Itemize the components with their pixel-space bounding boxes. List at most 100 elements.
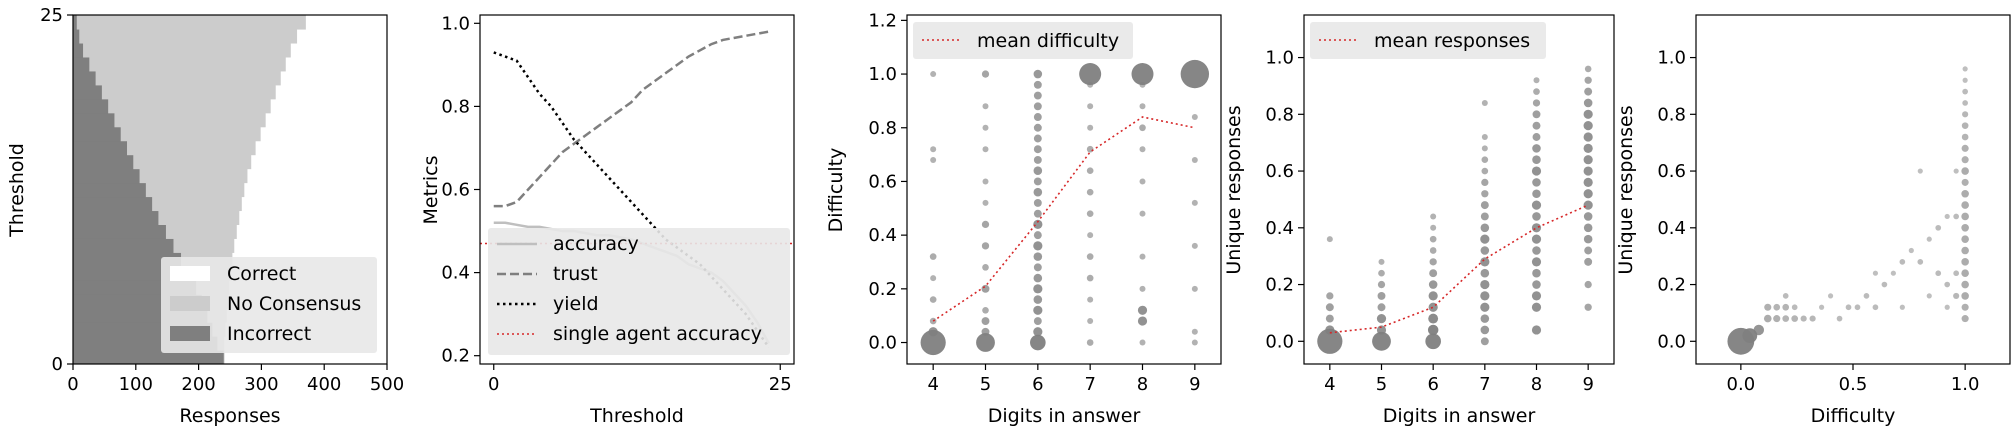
axis-ticks: 0 25 0.2 0.4 0.6 0.8 1.0 xyxy=(441,13,791,395)
scatter-point xyxy=(981,284,990,293)
scatter-point xyxy=(1532,268,1541,278)
x-tick-label: 0 xyxy=(488,374,499,395)
y-tick-label: 0.2 xyxy=(1265,275,1294,296)
scatter-point xyxy=(1033,219,1043,229)
x-tick-label: 300 xyxy=(244,374,278,395)
axis-ticks: 4 5 6 7 8 9 0.0 0.2 0.4 0.6 0.8 1.0 xyxy=(1265,48,1594,395)
no-consensus-band xyxy=(108,98,271,114)
no-consensus-band xyxy=(89,56,286,72)
incorrect-band xyxy=(73,238,174,253)
scatter-point xyxy=(1139,103,1146,110)
scatter-point xyxy=(1480,302,1490,312)
scatter-point xyxy=(1480,268,1490,278)
y-tick-label: 0.4 xyxy=(1265,218,1294,239)
x-tick-label: 8 xyxy=(1137,374,1148,395)
scatter-point xyxy=(1917,259,1924,265)
scatter-point xyxy=(1086,274,1094,282)
scatter-point xyxy=(1532,144,1541,153)
scatter-point xyxy=(1872,270,1879,276)
scatter-point xyxy=(1961,178,1969,186)
scatter-point xyxy=(1953,292,1960,299)
axis-ticks: 0.0 0.5 1.0 0.0 0.2 0.4 0.6 0.8 1.0 xyxy=(1657,48,1979,395)
scatter-point xyxy=(1764,303,1772,311)
scatter-point xyxy=(1962,100,1968,106)
scatter-point xyxy=(1961,189,1969,198)
scatter-point xyxy=(1583,223,1593,233)
scatter-point xyxy=(1033,305,1043,315)
scatter-point xyxy=(1962,88,1968,95)
y-axis-label: Unique responses xyxy=(1223,105,1245,274)
scatter-point xyxy=(1139,339,1146,346)
scatter-point xyxy=(981,317,990,326)
x-tick-label: 400 xyxy=(307,374,341,395)
scatter-point xyxy=(1532,189,1541,199)
scatter-point xyxy=(1191,114,1198,121)
scatter-point xyxy=(1033,284,1043,294)
scatter-point xyxy=(1326,236,1333,243)
scatter-point xyxy=(1583,212,1593,221)
scatter-point xyxy=(1583,143,1593,153)
incorrect-band xyxy=(73,15,78,30)
scatter-point xyxy=(1944,304,1950,310)
scatter-point xyxy=(1584,65,1592,73)
scatter-point xyxy=(1583,98,1593,108)
scatter-point xyxy=(1430,213,1437,220)
scatter-point xyxy=(1962,111,1969,118)
x-tick-label: 1.0 xyxy=(1951,374,1980,395)
mean-line xyxy=(932,116,1195,322)
scatter-point xyxy=(1480,223,1490,233)
scatter-point xyxy=(1753,324,1765,336)
scatter-point xyxy=(1480,291,1490,301)
scatter-point xyxy=(982,264,989,271)
scatter-point xyxy=(1086,145,1094,153)
scatter-point xyxy=(1428,291,1438,301)
scatter-point xyxy=(1481,167,1489,175)
plot-frame xyxy=(1303,14,1615,365)
incorrect-band xyxy=(73,140,128,156)
scatter-point xyxy=(1139,253,1146,260)
scatter-point xyxy=(1139,210,1146,217)
scatter-point xyxy=(1583,189,1593,199)
incorrect-band xyxy=(73,70,97,86)
no-consensus-band xyxy=(133,154,252,170)
scatter-point xyxy=(1481,178,1489,187)
no-consensus-band xyxy=(127,140,256,156)
scatter-point xyxy=(1480,234,1490,244)
scatter-point xyxy=(1480,325,1490,335)
scatter-point xyxy=(930,156,937,163)
scatter-points xyxy=(1727,66,1969,355)
scatter-point xyxy=(1961,269,1969,278)
y-tick-label: 0.2 xyxy=(1657,275,1686,296)
scatter-point xyxy=(1961,212,1969,221)
scatter-point xyxy=(1961,122,1969,129)
scatter-point xyxy=(1583,155,1593,165)
legend-label: yield xyxy=(553,293,599,315)
x-tick-label: 5 xyxy=(1376,374,1387,395)
scatter-point xyxy=(1827,293,1834,299)
scatter-point xyxy=(1033,209,1042,218)
incorrect-band xyxy=(73,112,115,128)
scatter-points xyxy=(1317,65,1593,354)
scatter-point xyxy=(1961,133,1969,141)
scatter-point xyxy=(1782,315,1790,322)
incorrect-band xyxy=(73,350,225,364)
scatter-point xyxy=(1480,314,1490,323)
scatter-point xyxy=(1791,304,1798,311)
scatter-point xyxy=(1033,113,1042,121)
scatter-point xyxy=(1377,303,1386,312)
scatter-point xyxy=(1033,80,1042,89)
no-consensus-band xyxy=(79,28,298,44)
scatter-point xyxy=(1087,232,1094,239)
scatter-point xyxy=(1033,134,1042,143)
scatter-point xyxy=(1137,316,1148,326)
scatter-point xyxy=(1531,166,1542,176)
scatter-point xyxy=(1935,270,1942,277)
plot-frame xyxy=(1695,14,2011,365)
scatter-point xyxy=(1191,339,1198,346)
legend-label: No Consensus xyxy=(227,293,361,315)
scatter-point xyxy=(1961,235,1969,243)
scatter-point xyxy=(1953,168,1959,174)
scatter-point xyxy=(1953,213,1960,220)
